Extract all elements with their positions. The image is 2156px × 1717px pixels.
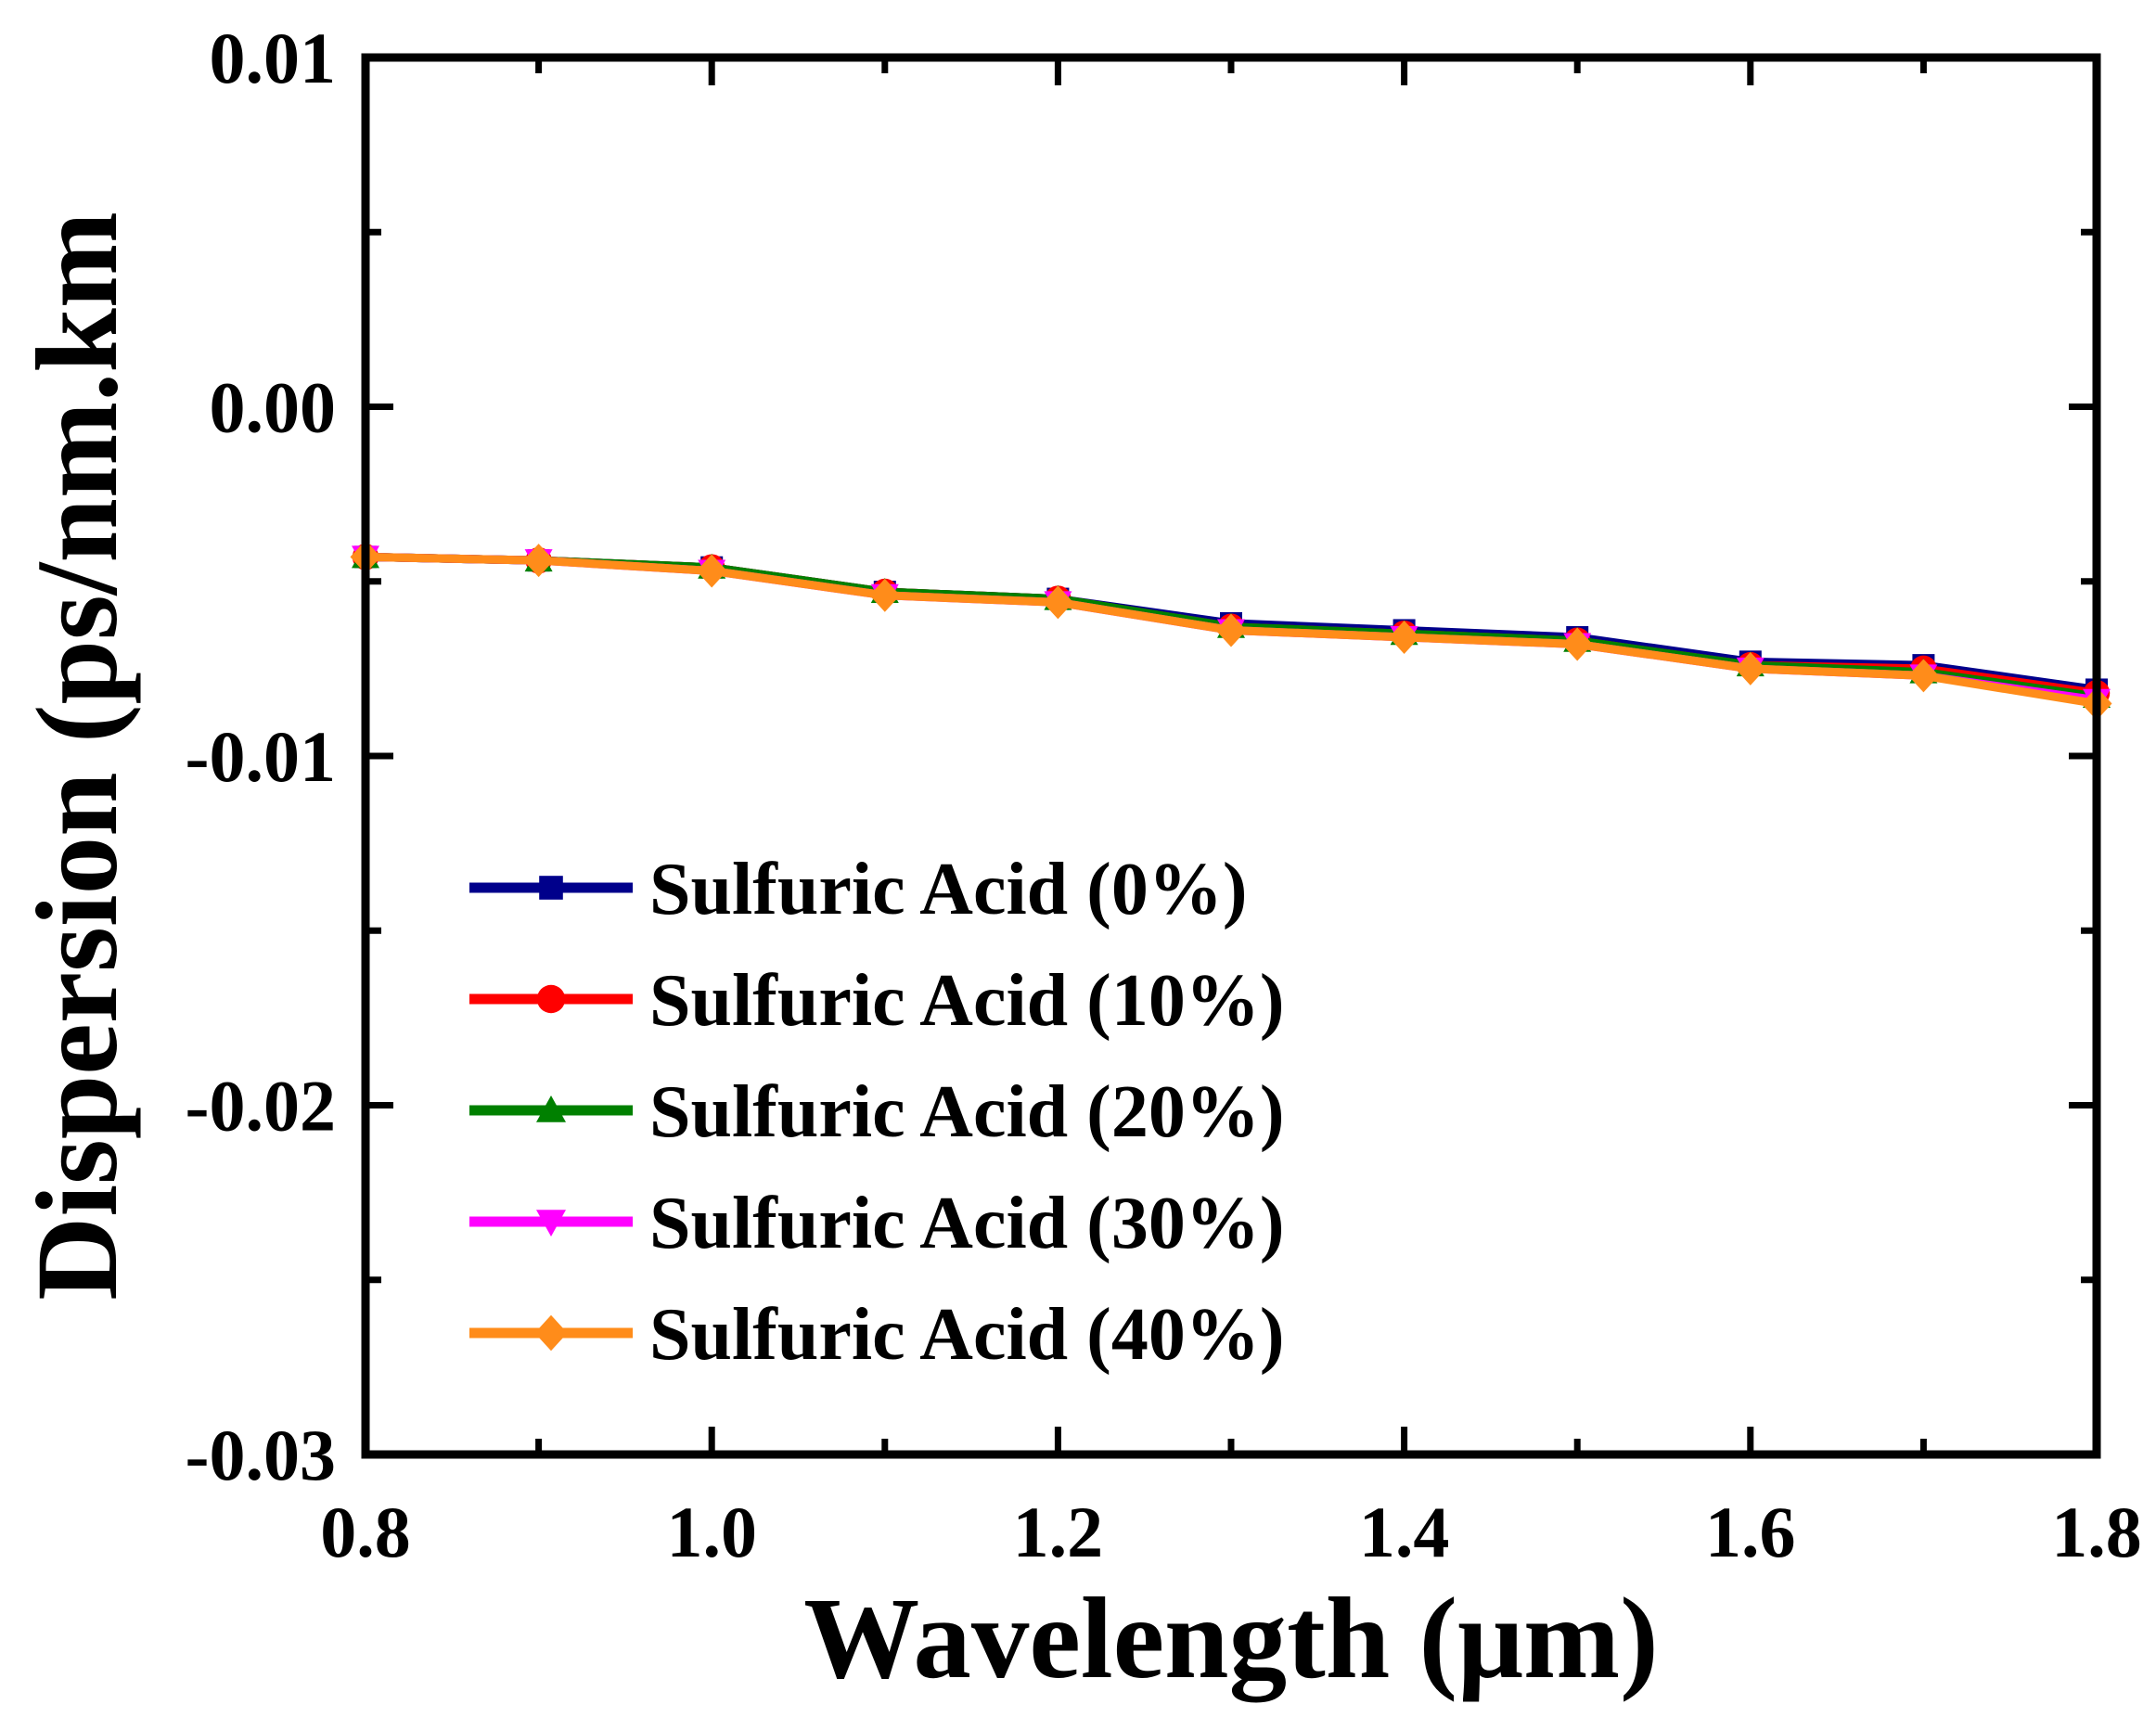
x-axis-title: Wavelength (μm) xyxy=(803,1575,1658,1703)
x-tick-label: 1.8 xyxy=(2051,1492,2142,1572)
y-tick-label: -0.02 xyxy=(186,1066,336,1147)
x-tick-labels: 0.8 1.0 1.2 1.4 1.6 1.8 xyxy=(320,1492,2142,1572)
legend-item: Sulfuric Acid (20%) xyxy=(469,1071,1284,1153)
data-point xyxy=(1561,627,1593,661)
y-tick-label: 0.00 xyxy=(210,367,337,448)
plot-frame xyxy=(361,53,2101,1459)
x-tick-label: 1.0 xyxy=(666,1492,757,1572)
legend-item: Sulfuric Acid (0%) xyxy=(469,849,1247,930)
legend-label: Sulfuric Acid (40%) xyxy=(649,1294,1284,1376)
legend-item: Sulfuric Acid (30%) xyxy=(469,1183,1284,1264)
legend-marker xyxy=(534,1314,568,1352)
legend-label: Sulfuric Acid (0%) xyxy=(649,849,1247,930)
legend-label: Sulfuric Acid (20%) xyxy=(649,1071,1284,1153)
legend-item: Sulfuric Acid (10%) xyxy=(469,960,1284,1042)
y-tick-label: -0.01 xyxy=(186,716,336,797)
legend-label: Sulfuric Acid (30%) xyxy=(649,1183,1284,1264)
data-point xyxy=(869,578,901,612)
data-point xyxy=(1735,651,1766,686)
data-point xyxy=(1042,585,1073,620)
legend-label: Sulfuric Acid (10%) xyxy=(649,960,1284,1042)
series-4 xyxy=(350,540,2112,721)
legend-item: Sulfuric Acid (40%) xyxy=(469,1294,1284,1376)
data-point xyxy=(1389,620,1420,654)
legend-marker xyxy=(536,1096,566,1122)
x-tick-label: 1.6 xyxy=(1705,1492,1796,1572)
x-tick-label: 1.2 xyxy=(1013,1492,1104,1572)
plot-series xyxy=(350,540,2112,721)
y-axis-title: Dispersion (ps/nm.km xyxy=(14,211,142,1301)
legend: Sulfuric Acid (0%) Sulfuric Acid (10%) Sul… xyxy=(469,849,1284,1376)
data-point xyxy=(1907,659,1939,693)
legend-marker xyxy=(536,984,566,1014)
legend-marker xyxy=(539,876,563,900)
data-point xyxy=(696,554,727,588)
legend-marker xyxy=(536,1210,566,1236)
y-tick-label: 0.01 xyxy=(210,18,337,98)
x-tick-label: 0.8 xyxy=(320,1492,411,1572)
data-point xyxy=(1215,613,1247,647)
y-tick-label: -0.03 xyxy=(186,1415,336,1495)
x-tick-label: 1.4 xyxy=(1359,1492,1450,1572)
y-tick-labels: 0.01 0.00 -0.01 -0.02 -0.03 xyxy=(186,18,336,1495)
data-point xyxy=(523,544,555,578)
